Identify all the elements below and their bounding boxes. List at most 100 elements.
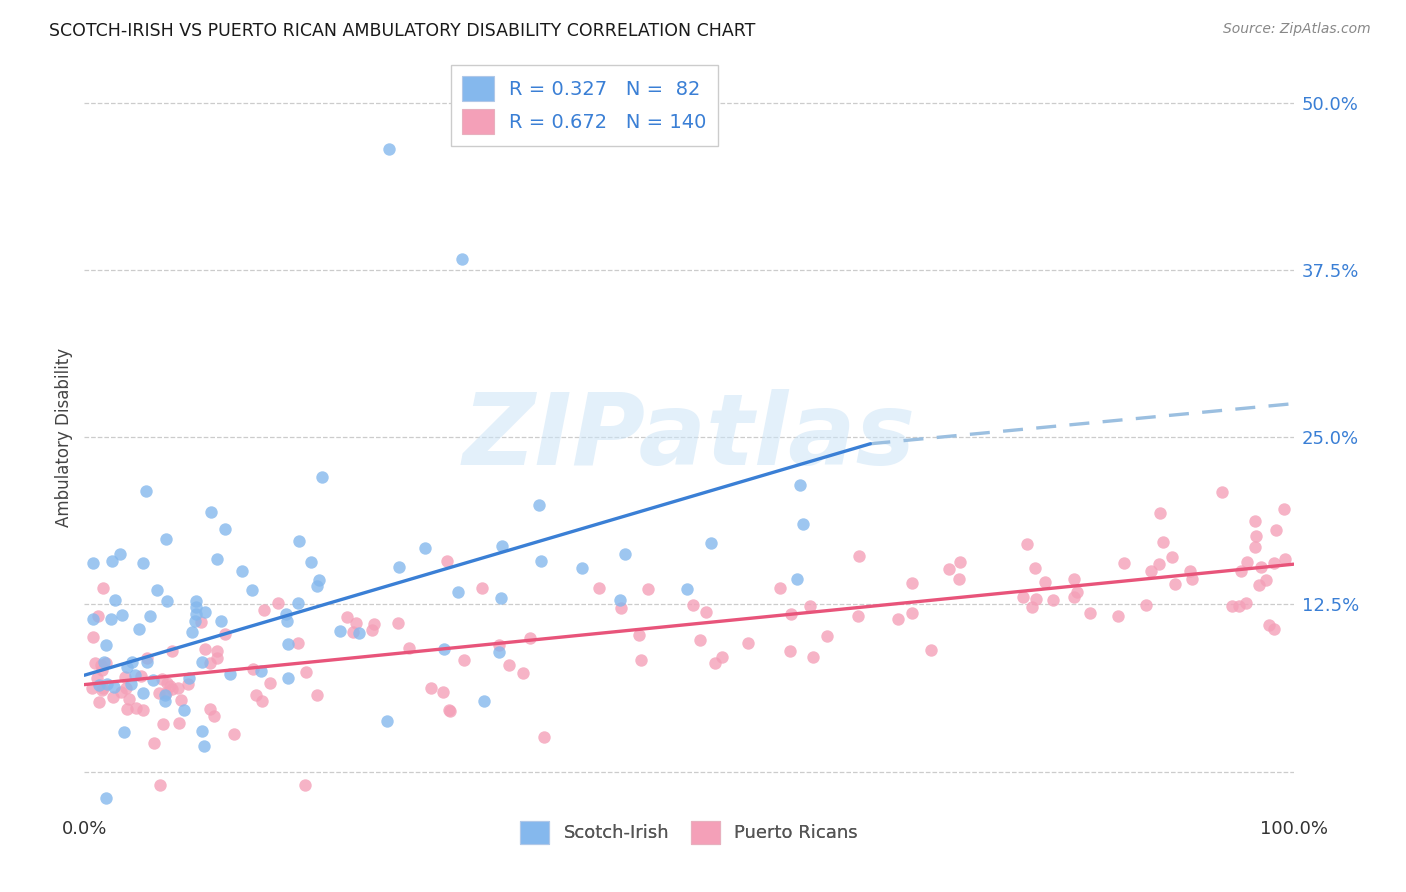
Point [118,692,141,706]
Point [287,596,309,610]
Point [779,644,801,658]
Point [900,606,922,620]
Point [136,656,159,670]
Point [156,676,179,690]
Point [152,716,174,731]
Point [128,622,150,636]
Point [342,625,364,640]
Point [920,643,942,657]
Point [1033,574,1056,589]
Point [267,597,290,611]
Point [447,585,470,599]
Point [198,656,221,670]
Point [420,681,443,696]
Point [1230,564,1253,578]
Point [169,715,191,730]
Point [1256,573,1278,587]
Point [512,665,534,680]
Point [1063,572,1085,586]
Point [1114,556,1136,570]
Point [488,644,510,658]
Point [413,541,436,555]
Point [1149,506,1171,520]
Point [453,653,475,667]
Point [1066,585,1088,599]
Point [533,731,555,745]
Point [347,625,370,640]
Point [143,736,166,750]
Point [96,677,118,691]
Point [432,641,454,656]
Point [115,660,138,674]
Point [1244,540,1267,554]
Point [82,612,104,626]
Point [803,650,825,665]
Point [89,695,111,709]
Point [250,664,273,678]
Point [191,655,214,669]
Point [588,582,610,596]
Point [1178,564,1201,578]
Point [1147,558,1170,572]
Point [90,663,112,677]
Point [886,612,908,626]
Point [276,637,298,651]
Point [815,629,838,643]
Point [110,685,132,699]
Point [299,555,322,569]
Point [240,582,263,597]
Point [375,714,398,728]
Point [948,573,970,587]
Point [437,703,460,717]
Point [94,791,117,805]
Point [695,605,717,619]
Point [173,702,195,716]
Point [160,643,183,657]
Point [311,469,333,483]
Point [198,702,221,716]
Point [124,700,146,714]
Point [205,551,228,566]
Point [1021,600,1043,615]
Point [1024,560,1046,574]
Point [155,532,177,546]
Point [519,631,541,645]
Point [1164,577,1187,591]
Point [472,694,495,708]
Y-axis label: Ambulatory Disability: Ambulatory Disability [55,348,73,526]
Point [114,670,136,684]
Point [142,673,165,688]
Point [1220,599,1243,614]
Point [180,625,202,640]
Point [218,667,240,681]
Point [202,709,225,723]
Point [150,672,173,686]
Point [1139,564,1161,578]
Point [245,688,267,702]
Point [82,631,104,645]
Point [124,668,146,682]
Point [115,702,138,716]
Point [167,681,190,695]
Point [177,671,200,685]
Point [1107,608,1129,623]
Point [489,591,512,605]
Point [101,690,124,705]
Point [387,615,409,630]
Point [136,650,159,665]
Point [82,681,104,695]
Point [792,517,814,532]
Point [93,655,115,669]
Point [498,657,520,672]
Point [344,615,367,630]
Point [949,555,972,569]
Point [294,778,316,792]
Point [132,685,155,699]
Point [789,478,811,492]
Point [205,644,228,658]
Point [329,624,352,639]
Point [682,598,704,612]
Point [630,653,652,667]
Point [148,686,170,700]
Point [112,724,135,739]
